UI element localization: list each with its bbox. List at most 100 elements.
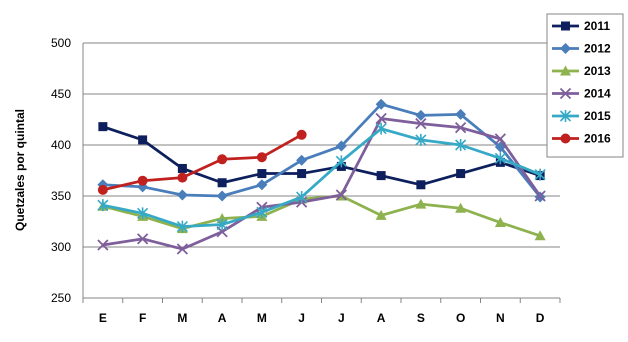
x-tick-label: M	[177, 311, 187, 325]
data-point-2012	[375, 98, 387, 110]
y-tick-label: 450	[51, 87, 71, 101]
data-point-2015	[97, 199, 109, 212]
data-point-2015	[455, 139, 467, 151]
data-point-2013	[494, 217, 506, 228]
data-point-2011	[376, 171, 386, 181]
legend-label: 2016	[584, 132, 611, 146]
legend-item-2011: 2011	[552, 19, 610, 33]
y-tick-label: 350	[51, 189, 71, 203]
x-tick-label: O	[456, 311, 465, 325]
x-tick-label: E	[99, 311, 107, 325]
data-point-2014	[494, 133, 507, 145]
series-2014	[97, 112, 546, 255]
data-point-2011	[217, 178, 227, 188]
data-point-2015	[296, 191, 308, 204]
data-point-2011	[177, 163, 187, 173]
data-point-2016	[177, 172, 188, 183]
series-line-2016	[102, 133, 303, 192]
y-axis-ticks: 250 300 350 400 450 500	[51, 36, 71, 305]
data-point-2014	[454, 122, 467, 134]
legend-marker	[560, 133, 571, 144]
legend-label: 2015	[584, 109, 611, 123]
legend-label: 2012	[584, 42, 611, 56]
data-point-2012	[256, 179, 268, 191]
data-point-2012	[335, 140, 347, 152]
data-point-2016	[137, 175, 148, 186]
x-tick-label: N	[496, 311, 505, 325]
data-point-2014	[415, 117, 427, 130]
series-layer	[97, 98, 546, 255]
data-point-2015	[375, 122, 387, 135]
y-tick-label: 250	[51, 291, 71, 305]
data-point-2013	[455, 202, 467, 213]
y-tick-label: 500	[51, 36, 71, 50]
legend-item-2013: 2013	[552, 64, 611, 78]
data-point-2011	[456, 169, 466, 179]
legend-marker	[560, 43, 571, 54]
series-line-2013	[102, 194, 541, 238]
data-point-2015	[494, 152, 506, 165]
data-point-2015	[137, 207, 149, 220]
y-tick-label: 400	[51, 138, 71, 152]
data-point-2015	[534, 168, 546, 181]
data-point-2013	[534, 230, 546, 241]
legend-marker	[559, 87, 572, 100]
legend-item-2014: 2014	[552, 87, 611, 101]
data-point-2014	[375, 112, 387, 125]
data-point-2014	[534, 190, 546, 202]
legend-marker	[560, 65, 571, 76]
data-point-2011	[138, 135, 148, 145]
legend-label: 2013	[584, 64, 611, 78]
legend-marker	[559, 110, 572, 122]
data-point-2012	[176, 189, 188, 201]
data-point-2015	[216, 218, 228, 231]
x-tick-label: J	[298, 311, 305, 325]
x-tick-label: J	[338, 311, 345, 325]
data-point-2011	[257, 169, 267, 179]
data-point-2015	[335, 155, 347, 168]
series-line-2011	[102, 125, 541, 187]
data-point-2015	[176, 220, 188, 233]
series-line-2012	[102, 102, 542, 198]
legend-label: 2011	[584, 19, 610, 33]
legend-label: 2014	[584, 87, 611, 101]
axes	[82, 43, 561, 303]
data-point-2013	[375, 209, 387, 220]
series-line-2015	[102, 127, 541, 228]
legend: 2011 2012 2013 2014 2015 2016	[546, 13, 624, 158]
x-tick-label: A	[218, 311, 227, 325]
data-point-2011	[416, 180, 426, 190]
data-point-2016	[296, 129, 307, 140]
series-2016	[97, 129, 307, 195]
legend-item-2015: 2015	[552, 109, 611, 123]
data-point-2015	[415, 133, 427, 146]
data-point-2015	[256, 206, 268, 219]
x-tick-label: A	[377, 311, 386, 325]
y-axis-title: Quetzales por quintal	[13, 109, 27, 231]
x-tick-label: S	[417, 311, 425, 325]
series-2015	[97, 122, 546, 233]
data-point-2011	[98, 122, 108, 132]
data-point-2011	[297, 169, 307, 179]
x-tick-label: F	[139, 311, 146, 325]
data-point-2016	[97, 184, 108, 195]
data-point-2014	[136, 233, 149, 245]
data-point-2014	[176, 243, 189, 255]
data-point-2016	[217, 154, 228, 165]
data-point-2014	[97, 239, 109, 251]
x-tick-label: D	[536, 311, 545, 325]
data-point-2012	[216, 190, 228, 202]
data-point-2013	[216, 212, 228, 223]
data-point-2016	[256, 152, 267, 163]
legend-box	[546, 13, 624, 158]
data-point-2014	[335, 189, 348, 201]
series-line-2014	[102, 117, 542, 251]
y-tick-label: 300	[51, 240, 71, 254]
legend-item-2012: 2012	[552, 42, 611, 56]
data-point-2012	[455, 108, 467, 120]
legend-marker	[561, 21, 570, 31]
data-point-2012	[296, 154, 308, 166]
